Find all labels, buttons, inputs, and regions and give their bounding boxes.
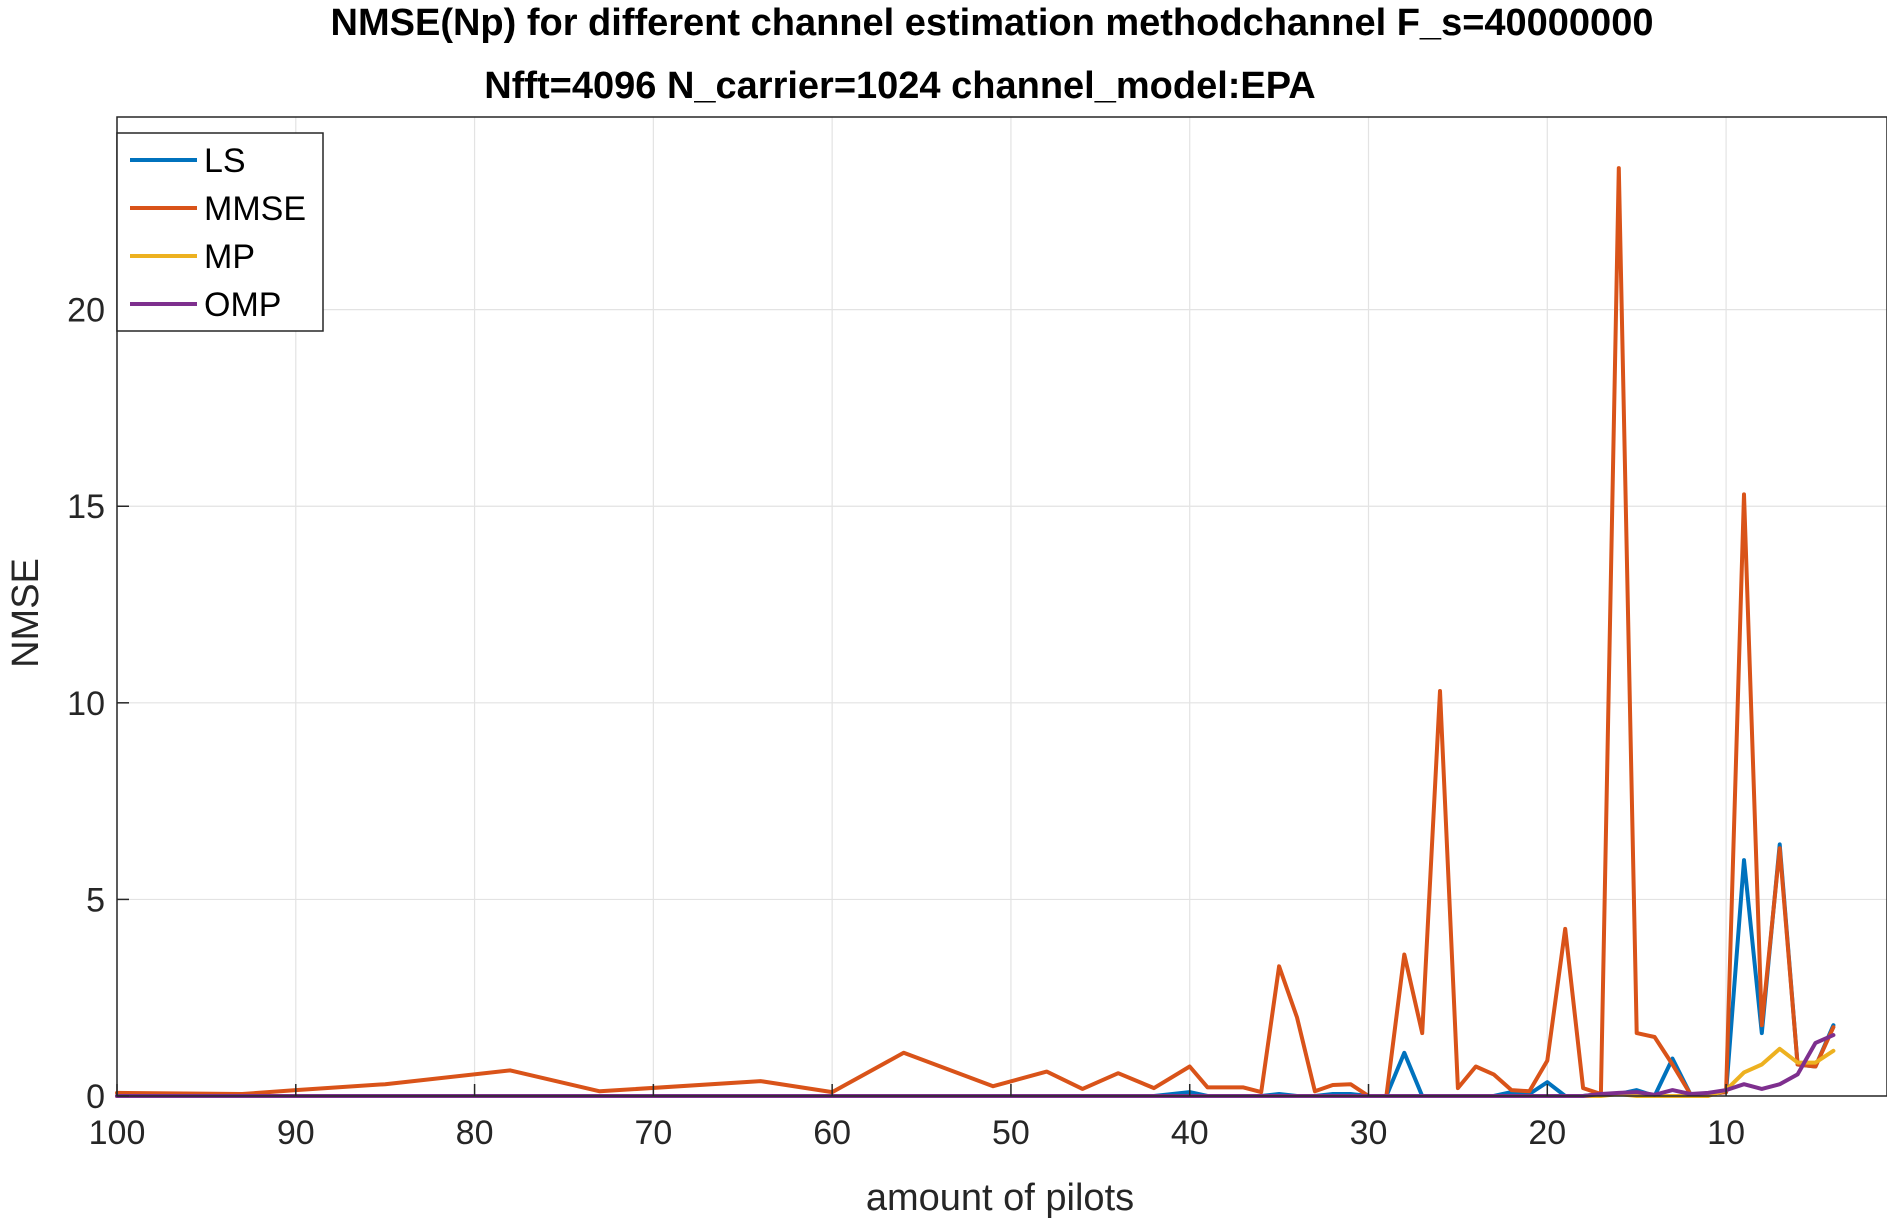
y-tick-label: 5 <box>86 881 105 919</box>
legend-label-ls: LS <box>204 142 246 180</box>
x-tick-label: 60 <box>813 1114 851 1152</box>
x-tick-label: 30 <box>1350 1114 1388 1152</box>
x-tick-label: 50 <box>992 1114 1030 1152</box>
legend-label-mmse: MMSE <box>204 190 306 228</box>
series-line-mmse <box>115 166 1836 1098</box>
axes-frame <box>116 116 1887 1097</box>
legend: LS MMSE MP OMP <box>116 132 324 332</box>
y-tick-label: 10 <box>67 685 105 723</box>
x-tick-label: 90 <box>277 1114 315 1152</box>
legend-box <box>116 132 324 332</box>
x-tick-label: 70 <box>634 1114 672 1152</box>
legend-label-omp: OMP <box>204 286 281 324</box>
y-axis-label: NMSE <box>5 558 47 668</box>
plot-area <box>117 117 1887 1096</box>
chart-subtitle: Nfft=4096 N_carrier=1024 channel_model:E… <box>484 65 1315 107</box>
x-tick-label: 80 <box>456 1114 494 1152</box>
y-tick-label: 15 <box>67 488 105 526</box>
chart-title: NMSE(Np) for different channel estimatio… <box>331 2 1654 44</box>
x-tick-label: 40 <box>1171 1114 1209 1152</box>
x-tick-label: 100 <box>89 1114 146 1152</box>
x-tick-label: 20 <box>1528 1114 1566 1152</box>
legend-label-mp: MP <box>204 238 255 276</box>
y-tick-label: 0 <box>86 1078 105 1116</box>
x-axis-label: amount of pilots <box>866 1177 1134 1219</box>
y-tick-label: 20 <box>67 292 105 330</box>
x-tick-label: 10 <box>1707 1114 1745 1152</box>
